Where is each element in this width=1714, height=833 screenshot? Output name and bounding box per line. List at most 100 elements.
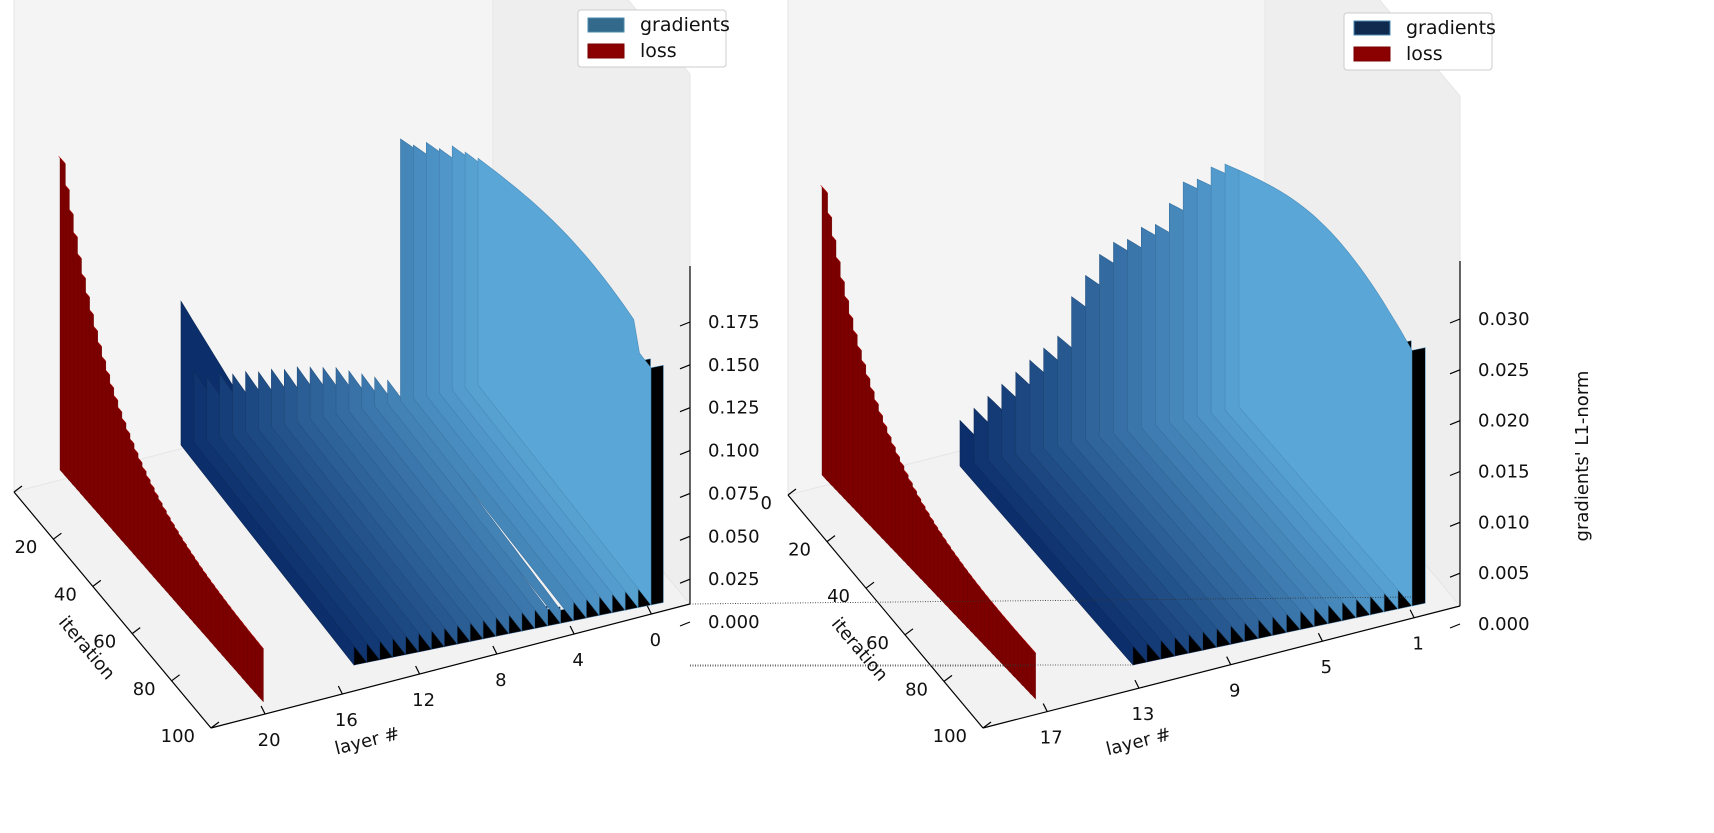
z-axis-label: gradients' L1-norm [1572,371,1593,542]
z-tick-label: 0.050 [708,526,760,547]
z-tick-label: 0.010 [1478,512,1530,533]
layer-tick [415,665,421,675]
iteration-tick [13,485,23,493]
iteration-tick [865,581,875,589]
z-tick [679,621,691,627]
z-tick-label: 0.030 [1478,309,1530,330]
z-tick-label: 0.000 [708,612,760,633]
iteration-axis-line [13,491,212,729]
layer-tick-label: 1 [1412,634,1423,655]
layer-tick [569,625,575,635]
layer-tick [1226,656,1232,665]
layer-tick-label: 20 [258,730,281,751]
loss-bar-top [58,155,66,165]
z-tick-label: 0.025 [708,569,760,590]
layer-tick-label: 13 [1131,704,1154,725]
iteration-tick-label: 0 [761,493,772,514]
iteration-tick-label: 80 [905,679,928,700]
iteration-tick [904,628,914,636]
z-tick-label: 0.000 [1478,614,1530,635]
layer-tick [1409,609,1415,618]
gradient-series [959,163,1426,666]
layer-tick-label: 4 [572,650,583,671]
z-tick [1449,420,1461,426]
layer-tick-label: 16 [335,710,358,731]
z-tick-label: 0.175 [708,312,760,333]
z-tick [679,450,691,456]
layer-tick [646,605,652,615]
layer-tick [260,705,266,715]
z-tick [679,321,691,327]
z-tick [679,364,691,370]
z-tick [1449,521,1461,527]
layer-tick-label: 17 [1040,728,1063,749]
layer-tick-label: 5 [1321,657,1332,678]
legend-swatch-loss [1353,46,1391,62]
loss-bar-front [59,157,66,477]
legend: gradients loss [1343,12,1496,71]
z-tick-label: 0.125 [708,398,760,419]
layer-tick-label: 0 [650,630,661,651]
iteration-tick-label: 100 [161,726,195,747]
gradient-layer-front [650,364,664,606]
legend-swatch-gradients [1353,20,1391,36]
z-tick [679,535,691,541]
layer-tick [1042,703,1048,712]
layer-tick-label: 12 [412,690,435,711]
z-tick-label: 0.150 [708,355,760,376]
z-tick-label: 0.025 [1478,360,1530,381]
z-tick-label: 0.005 [1478,563,1530,584]
z-tick [679,492,691,498]
z-tick [679,407,691,413]
legend-label-loss: loss [1406,43,1443,65]
gradient-series [180,138,664,666]
layer-tick [492,645,498,655]
iteration-tick-label: 20 [788,540,811,561]
gradient-layer-side [477,157,652,606]
z-tick [1449,470,1461,477]
layer-tick-label: 8 [495,670,506,691]
iteration-tick [787,488,797,496]
z-tick-label: 0.020 [1478,411,1530,432]
z-tick [1449,369,1461,375]
legend-label-gradients: gradients [1406,17,1496,39]
z-tick-label: 0.015 [1478,462,1530,483]
gradient-layer-side [1238,169,1413,607]
iteration-tick-label: 40 [54,584,77,605]
layer-tick [337,685,343,695]
iteration-tick-label: 80 [133,679,156,700]
legend-label-loss: loss [640,40,677,62]
iteration-tick-label: 60 [93,632,116,653]
legend-swatch-loss [587,43,625,59]
z-tick [679,578,691,584]
z-tick [1449,623,1461,629]
layer-tick [1134,679,1140,689]
iteration-tick [92,579,102,587]
left-chart-panel: 020406080100iteration201612840layer #0.0… [13,0,760,759]
iteration-axis-line [787,494,984,729]
gradient-layer-front [1411,347,1426,607]
iteration-tick-label: 20 [14,537,37,558]
layer-tick-label: 9 [1229,681,1240,702]
iteration-tick [943,674,953,682]
layer-axis-label: layer # [1104,724,1173,760]
connector-line [689,596,1413,605]
legend-label-gradients: gradients [640,14,730,36]
iteration-tick-label: 100 [933,726,967,747]
loss-series [820,184,1036,700]
layer-axis-line [210,603,691,729]
layer-axis-line [982,605,1461,729]
iteration-tick [131,627,141,635]
iteration-tick [982,721,992,729]
loss-bar-front [821,186,828,482]
loss-series [58,155,264,703]
z-tick [1449,572,1461,578]
iteration-tick [171,674,180,682]
loss-bar-top [820,184,828,194]
z-tick-label: 0.075 [708,483,760,504]
iteration-tick [210,721,220,729]
iteration-tick-label: 60 [866,633,889,654]
z-tick [1449,318,1461,324]
